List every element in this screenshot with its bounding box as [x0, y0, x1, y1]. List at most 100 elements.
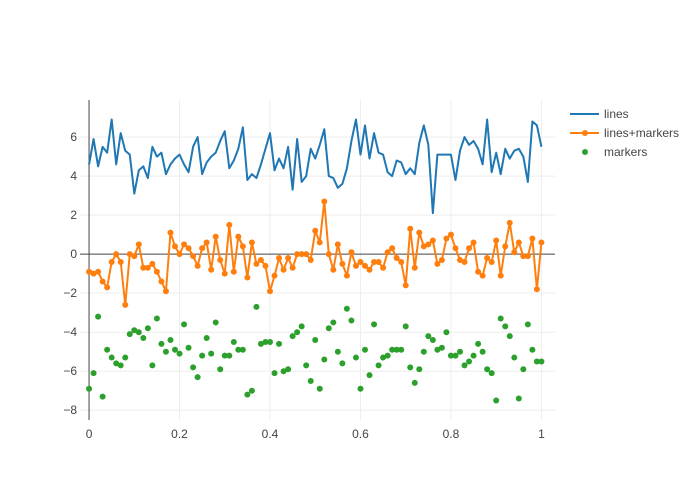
data-point: [294, 251, 301, 258]
data-point: [99, 278, 106, 285]
data-point: [330, 266, 337, 273]
series-line: [88, 118, 543, 215]
data-point: [384, 352, 391, 359]
data-point: [343, 272, 350, 279]
data-point: [366, 266, 373, 273]
data-point: [122, 354, 129, 361]
data-point: [515, 395, 522, 402]
data-point: [153, 315, 160, 322]
data-point: [90, 370, 97, 377]
data-point: [538, 358, 545, 365]
data-point: [271, 272, 278, 279]
legend-label: markers: [604, 145, 647, 159]
x-tick-label: 0.4: [262, 427, 279, 441]
data-point: [520, 366, 527, 373]
data-point: [316, 239, 323, 246]
data-point: [131, 253, 138, 260]
y-tick-label: −6: [63, 364, 77, 378]
data-point: [334, 348, 341, 355]
data-point: [167, 229, 174, 236]
data-point: [104, 346, 111, 353]
series-lines: [88, 118, 543, 215]
y-tick-label: −8: [63, 403, 77, 417]
data-point: [303, 362, 310, 369]
data-point: [190, 253, 197, 260]
data-point: [438, 257, 445, 263]
data-point: [502, 243, 509, 250]
data-point: [167, 337, 174, 343]
data-point: [461, 362, 468, 369]
legend[interactable]: lines lines+markers markers: [570, 107, 679, 159]
data-point: [380, 354, 387, 361]
data-point: [162, 348, 169, 355]
x-tick-label: 0.6: [352, 427, 369, 441]
data-point: [267, 338, 273, 345]
data-point: [434, 260, 441, 267]
data-point: [416, 229, 423, 236]
data-point: [380, 264, 387, 271]
data-point: [117, 362, 124, 369]
data-point: [348, 249, 355, 256]
data-point: [407, 225, 414, 232]
data-point: [393, 255, 400, 262]
data-point: [158, 278, 165, 285]
data-point: [407, 364, 414, 371]
data-point: [506, 219, 513, 226]
data-point: [375, 258, 382, 265]
data-point: [325, 325, 332, 332]
axis-ticks: 0 0.2 0.4 0.6 0.8 1 −8 −6 −4 −2 0 2 4 6: [63, 130, 545, 441]
data-point: [402, 282, 409, 289]
y-tick-label: −2: [63, 286, 77, 300]
data-point: [402, 323, 409, 330]
data-point: [371, 321, 378, 328]
data-point: [488, 258, 495, 265]
data-point: [416, 366, 423, 373]
data-point: [339, 260, 346, 267]
legend-marker-swatch: [582, 130, 588, 136]
data-point: [493, 397, 500, 404]
data-point: [511, 354, 518, 361]
data-point: [108, 258, 115, 265]
y-tick-label: −4: [63, 325, 77, 339]
data-point: [420, 348, 427, 355]
data-point: [298, 251, 305, 258]
data-point: [158, 340, 165, 347]
data-point: [194, 374, 201, 381]
data-point: [475, 268, 482, 275]
data-point: [140, 264, 147, 271]
data-point: [289, 333, 296, 340]
data-point: [466, 358, 473, 365]
legend-item[interactable]: lines: [570, 107, 629, 121]
x-tick-label: 0: [86, 427, 93, 441]
data-point: [140, 335, 147, 342]
data-point: [470, 352, 477, 359]
data-point: [325, 251, 332, 258]
data-point: [235, 346, 242, 353]
data-point: [461, 258, 468, 265]
legend-item[interactable]: markers: [582, 145, 647, 159]
series-markers: [86, 303, 545, 404]
data-point: [285, 255, 292, 262]
data-point: [248, 387, 255, 394]
data-point: [95, 313, 102, 320]
data-point: [176, 350, 183, 357]
data-point: [389, 245, 396, 252]
data-point: [389, 346, 396, 353]
data-point: [221, 352, 228, 359]
data-point: [172, 346, 178, 353]
data-point: [135, 241, 142, 248]
data-point: [122, 301, 129, 308]
data-point: [117, 258, 124, 265]
data-point: [411, 264, 418, 271]
data-point: [515, 239, 522, 246]
data-point: [208, 350, 215, 357]
data-point: [285, 366, 292, 373]
data-point: [348, 317, 355, 324]
data-point: [253, 303, 260, 310]
legend-item[interactable]: lines+markers: [570, 126, 679, 140]
data-point: [384, 249, 391, 256]
data-point: [393, 346, 400, 353]
data-point: [172, 243, 178, 250]
x-tick-label: 0.8: [443, 427, 460, 441]
